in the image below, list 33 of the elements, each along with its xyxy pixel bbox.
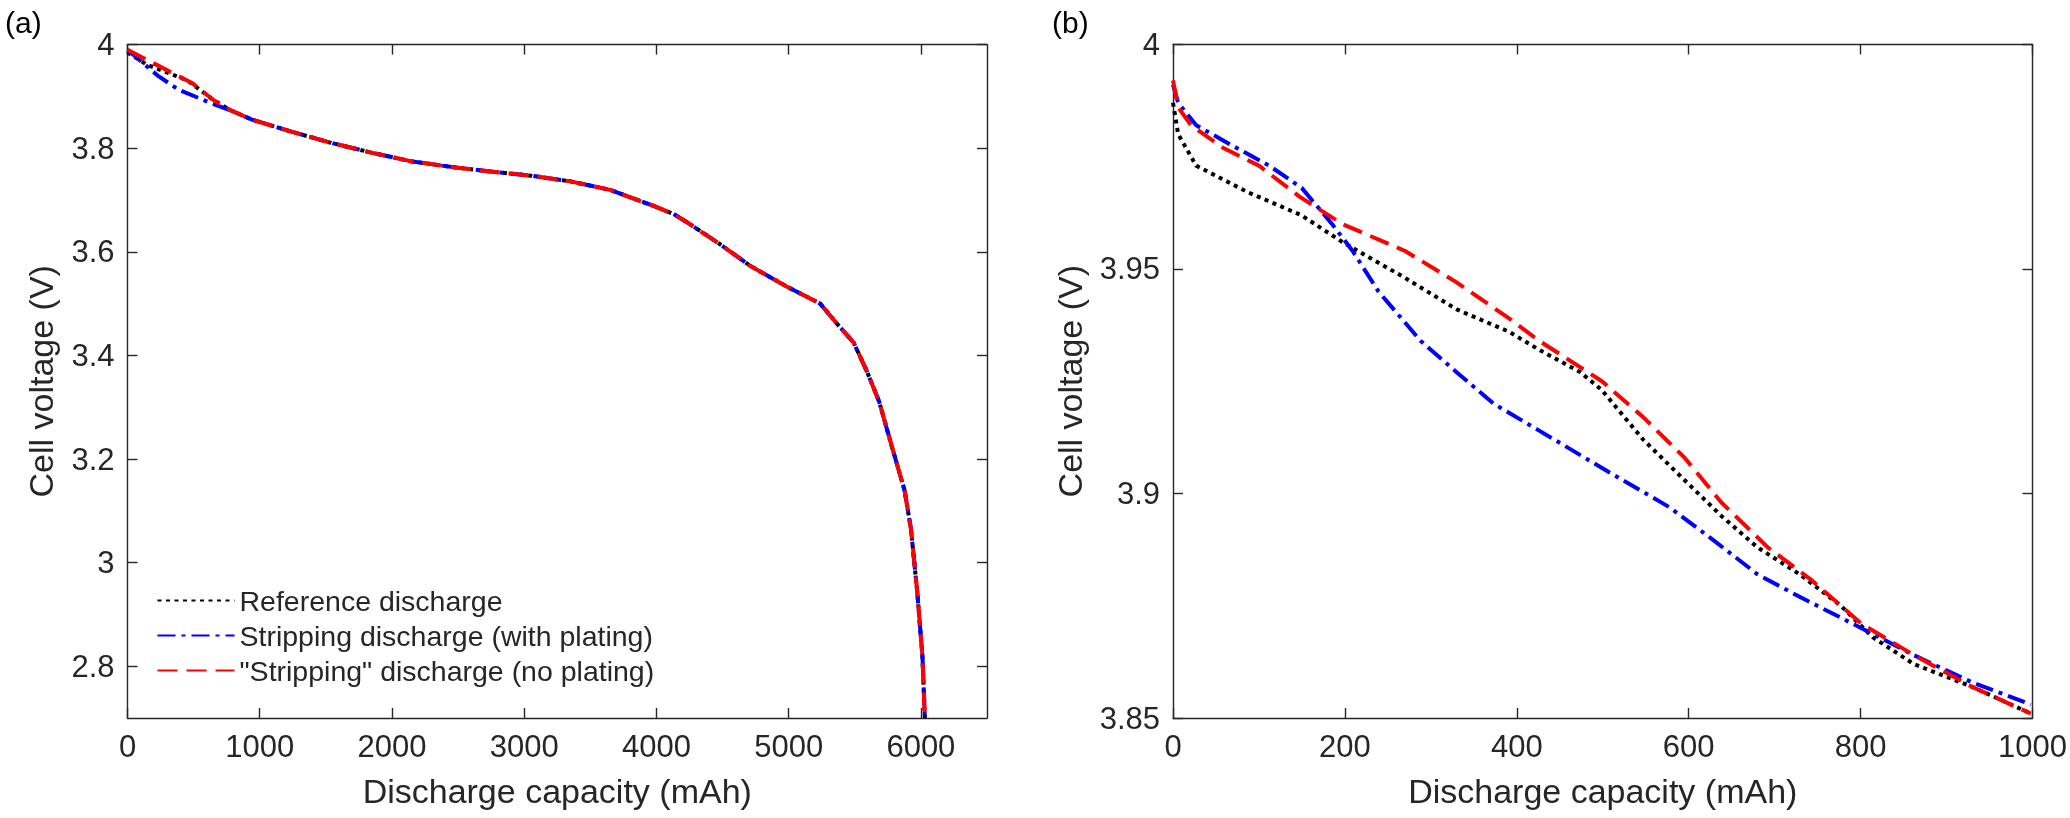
x-tick-label: 400	[1490, 729, 1543, 764]
y-tick-label: 2.8	[71, 648, 115, 684]
y-axis-title: Cell voltage (V)	[1051, 264, 1089, 498]
y-tick-label: 3.2	[71, 441, 115, 477]
x-tick-label: 1000	[1998, 729, 2067, 764]
legend-label: Stripping discharge (with plating)	[239, 619, 653, 652]
y-tick-label: 4	[97, 27, 115, 63]
chart-title: (b)	[1052, 5, 1089, 39]
x-tick-label: 0	[1164, 729, 1182, 764]
x-tick-label: 4000	[621, 729, 691, 764]
y-tick-label: 3.8	[71, 130, 115, 166]
x-tick-label: 800	[1834, 729, 1887, 764]
x-tick-label: 2000	[357, 729, 427, 764]
chart-title: (a)	[5, 5, 42, 39]
x-tick-label: 3000	[489, 729, 559, 764]
legend-label: "Stripping" discharge (no plating)	[239, 654, 655, 687]
y-tick-label: 4	[1142, 26, 1160, 62]
x-axis-title: Discharge capacity (mAh)	[362, 772, 752, 810]
y-axis-title: Cell voltage (V)	[21, 265, 60, 498]
x-tick-label: 1000	[225, 729, 295, 764]
x-tick-label: 200	[1319, 729, 1371, 764]
y-tick-label: 3.95	[1099, 251, 1160, 287]
x-axis-title: Discharge capacity (mAh)	[1408, 772, 1798, 810]
y-tick-label: 3.4	[71, 337, 115, 373]
y-tick-label: 3	[97, 545, 115, 581]
y-tick-label: 3.85	[1099, 700, 1160, 736]
y-tick-label: 3.6	[71, 234, 115, 270]
x-tick-label: 600	[1662, 729, 1715, 764]
x-tick-label: 6000	[886, 729, 956, 764]
y-tick-label: 3.9	[1116, 475, 1160, 511]
x-tick-label: 0	[118, 729, 137, 764]
legend-label: Reference discharge	[239, 584, 503, 617]
x-tick-label: 5000	[754, 729, 824, 764]
